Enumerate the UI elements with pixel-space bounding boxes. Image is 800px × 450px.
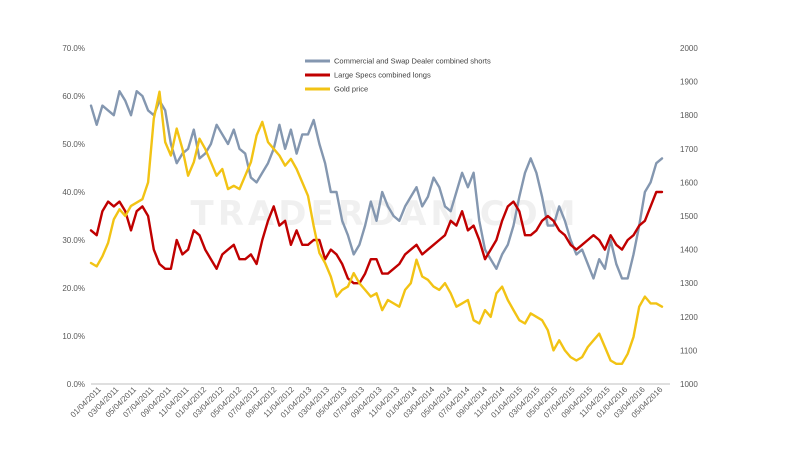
right-tick-label: 1400 <box>680 246 698 255</box>
right-tick-label: 1600 <box>680 178 698 187</box>
right-tick-label: 1000 <box>680 380 698 389</box>
right-tick-label: 2000 <box>680 44 698 53</box>
right-tick-label: 1100 <box>680 346 698 355</box>
right-tick-label: 1300 <box>680 279 698 288</box>
left-tick-label: 40.0% <box>62 188 85 197</box>
left-tick-label: 20.0% <box>62 284 85 293</box>
right-tick-label: 1200 <box>680 313 698 322</box>
series-line-2 <box>89 190 664 285</box>
legend-label: Commercial and Swap Dealer combined shor… <box>334 57 491 66</box>
right-tick-label: 1900 <box>680 78 698 87</box>
legend-label: Large Specs combined longs <box>334 71 431 80</box>
x-axis: 01/04/201103/04/201105/04/201107/04/2011… <box>69 385 665 420</box>
left-tick-label: 0.0% <box>67 380 85 389</box>
left-tick-label: 60.0% <box>62 92 85 101</box>
legend: Commercial and Swap Dealer combined shor… <box>305 57 491 94</box>
plot-area <box>89 89 664 365</box>
right-tick-label: 1500 <box>680 212 698 221</box>
left-tick-label: 30.0% <box>62 236 85 245</box>
right-tick-label: 1700 <box>680 145 698 154</box>
right-axis: 1000 1100 1200 1300 1400 1500 1600 1700 1800 1900… <box>680 44 698 389</box>
series-line-1 <box>89 89 664 280</box>
left-tick-label: 10.0% <box>62 332 85 341</box>
series-line-3 <box>89 90 664 365</box>
left-axis: 0.0% 10.0% 20.0% 30.0% 40.0% 50.0% 60.0% 70.0% <box>62 44 85 389</box>
legend-label: Gold price <box>334 85 368 94</box>
left-tick-label: 70.0% <box>62 44 85 53</box>
left-tick-label: 50.0% <box>62 140 85 149</box>
watermark: TRADERDAN.COM <box>191 194 580 234</box>
right-tick-label: 1800 <box>680 111 698 120</box>
